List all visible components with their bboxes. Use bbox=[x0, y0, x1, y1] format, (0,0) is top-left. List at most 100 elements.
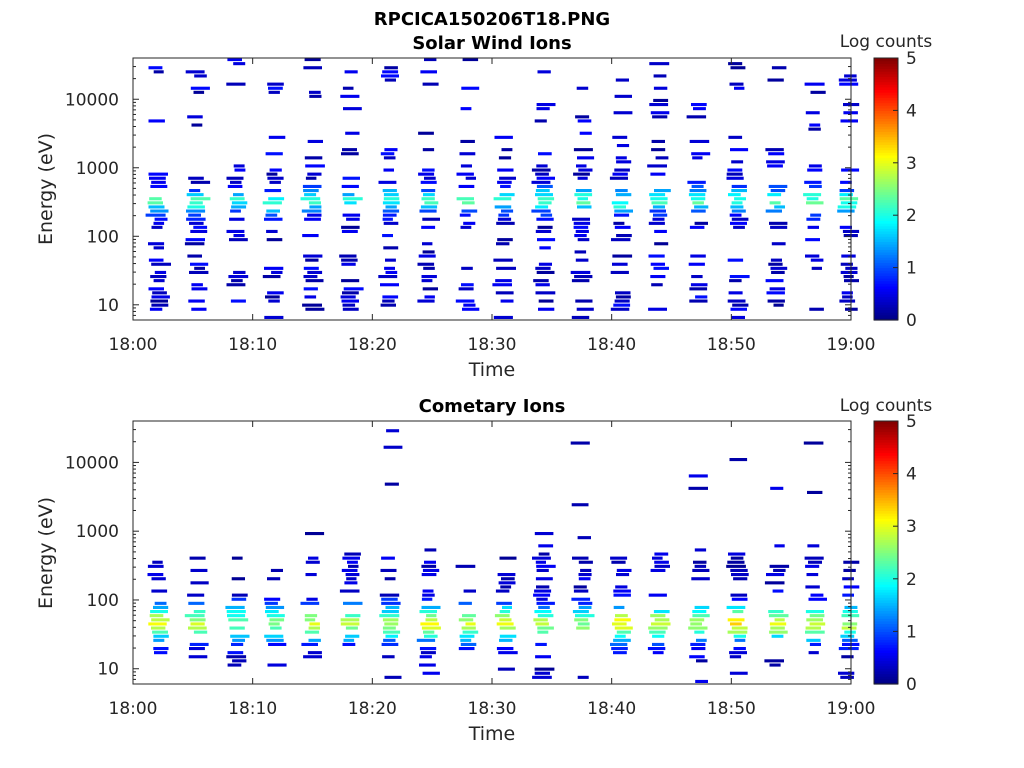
heatmap-cell bbox=[614, 168, 630, 172]
colorbar-segment bbox=[874, 181, 898, 185]
colorbar-segment bbox=[874, 442, 898, 446]
colorbar-segment bbox=[874, 563, 898, 567]
heatmap-cell bbox=[463, 303, 476, 307]
heatmap-cell bbox=[806, 638, 821, 642]
colorbar-segment bbox=[874, 288, 898, 292]
heatmap-cell bbox=[774, 205, 785, 209]
heatmap-cell bbox=[341, 258, 358, 262]
colorbar-segment bbox=[874, 484, 898, 488]
heatmap-cell bbox=[151, 303, 169, 307]
heatmap-cell bbox=[267, 663, 287, 667]
colorbar-segment bbox=[874, 152, 898, 156]
heatmap-cell bbox=[422, 148, 435, 152]
heatmap-cell bbox=[381, 597, 398, 601]
heatmap-cell bbox=[304, 630, 320, 634]
heatmap-cell bbox=[307, 651, 322, 655]
colorbar-segment bbox=[874, 681, 898, 685]
colorbar-tick-label: 1 bbox=[906, 259, 917, 279]
heatmap-cell bbox=[383, 630, 401, 634]
heatmap-cell bbox=[231, 201, 248, 205]
heatmap-cell bbox=[231, 279, 243, 283]
heatmap-cell bbox=[419, 663, 436, 667]
colorbar-segment bbox=[874, 452, 898, 456]
heatmap-cell bbox=[576, 164, 587, 168]
heatmap-cell bbox=[420, 651, 436, 655]
colorbar-segment bbox=[874, 597, 898, 601]
heatmap-cell bbox=[767, 193, 782, 197]
heatmap-cell bbox=[648, 307, 667, 311]
heatmap-cell bbox=[226, 229, 245, 233]
colorbar-segment bbox=[874, 492, 898, 496]
heatmap-cell bbox=[731, 626, 748, 630]
colorbar-segment bbox=[874, 576, 898, 580]
heatmap-cell bbox=[465, 622, 476, 626]
heatmap-cell bbox=[732, 610, 744, 614]
heatmap-cell bbox=[459, 634, 475, 638]
heatmap-cell bbox=[382, 217, 393, 221]
heatmap-cell bbox=[497, 573, 516, 577]
heatmap-cell bbox=[148, 258, 164, 262]
colorbar-segment bbox=[874, 186, 898, 190]
cometary-colorbar-label: Log counts bbox=[840, 396, 933, 416]
heatmap-cell bbox=[612, 172, 628, 176]
heatmap-cell bbox=[689, 655, 705, 659]
heatmap-cell bbox=[614, 94, 632, 98]
heatmap-cell bbox=[839, 82, 859, 86]
heatmap-cell bbox=[769, 201, 781, 205]
x-tick-label: 18:10 bbox=[228, 699, 277, 719]
solar-wind-y-label: Energy (eV) bbox=[35, 133, 57, 245]
heatmap-cell bbox=[499, 610, 511, 614]
heatmap-cell bbox=[538, 152, 552, 156]
heatmap-cell bbox=[537, 238, 556, 242]
colorbar-segment bbox=[874, 270, 898, 274]
heatmap-cell bbox=[497, 180, 512, 184]
heatmap-cell bbox=[225, 605, 245, 609]
heatmap-cell bbox=[149, 614, 164, 618]
y-tick-label: 10000 bbox=[65, 453, 119, 473]
heatmap-cell bbox=[809, 184, 822, 188]
heatmap-cell bbox=[805, 111, 820, 115]
heatmap-cell bbox=[653, 98, 669, 102]
heatmap-cell bbox=[498, 213, 510, 217]
heatmap-cell bbox=[767, 78, 784, 82]
heatmap-cell bbox=[769, 287, 786, 291]
figure-title: RPCICA150206T18.PNG bbox=[374, 9, 610, 30]
heatmap-cell bbox=[652, 556, 663, 560]
heatmap-cell bbox=[227, 663, 242, 667]
colorbar-segment bbox=[874, 86, 898, 91]
heatmap-cell bbox=[648, 221, 665, 225]
heatmap-cell bbox=[653, 610, 670, 614]
colorbar-segment bbox=[874, 278, 898, 282]
heatmap-cell bbox=[772, 589, 784, 593]
heatmap-cell bbox=[616, 573, 630, 577]
colorbar-segment bbox=[874, 168, 898, 172]
heatmap-cell bbox=[691, 647, 706, 651]
colorbar-segment bbox=[874, 620, 898, 625]
heatmap-cell bbox=[730, 593, 748, 597]
heatmap-cell bbox=[768, 610, 784, 614]
heatmap-cell bbox=[612, 622, 627, 626]
heatmap-cell bbox=[342, 213, 361, 217]
colorbar-segment bbox=[874, 291, 898, 295]
colorbar-segment bbox=[874, 494, 898, 498]
heatmap-cell bbox=[574, 193, 593, 197]
colorbar-segment bbox=[874, 215, 898, 219]
heatmap-cell bbox=[734, 86, 745, 90]
colorbar-segment bbox=[874, 547, 898, 551]
heatmap-cell bbox=[342, 193, 355, 197]
heatmap-cell bbox=[309, 94, 322, 98]
heatmap-cell bbox=[729, 655, 742, 659]
colorbar-segment bbox=[874, 591, 898, 596]
heatmap-cell bbox=[809, 642, 821, 646]
heatmap-cell bbox=[422, 568, 440, 572]
colorbar-segment bbox=[874, 499, 898, 504]
colorbar-segment bbox=[874, 162, 898, 167]
heatmap-cell bbox=[727, 560, 745, 564]
heatmap-cell bbox=[766, 291, 785, 295]
heatmap-cell bbox=[423, 266, 435, 270]
heatmap-cell bbox=[151, 262, 171, 266]
colorbar-segment bbox=[874, 160, 898, 164]
heatmap-cell bbox=[342, 148, 357, 152]
heatmap-cell bbox=[308, 201, 321, 205]
heatmap-cell bbox=[536, 597, 548, 601]
